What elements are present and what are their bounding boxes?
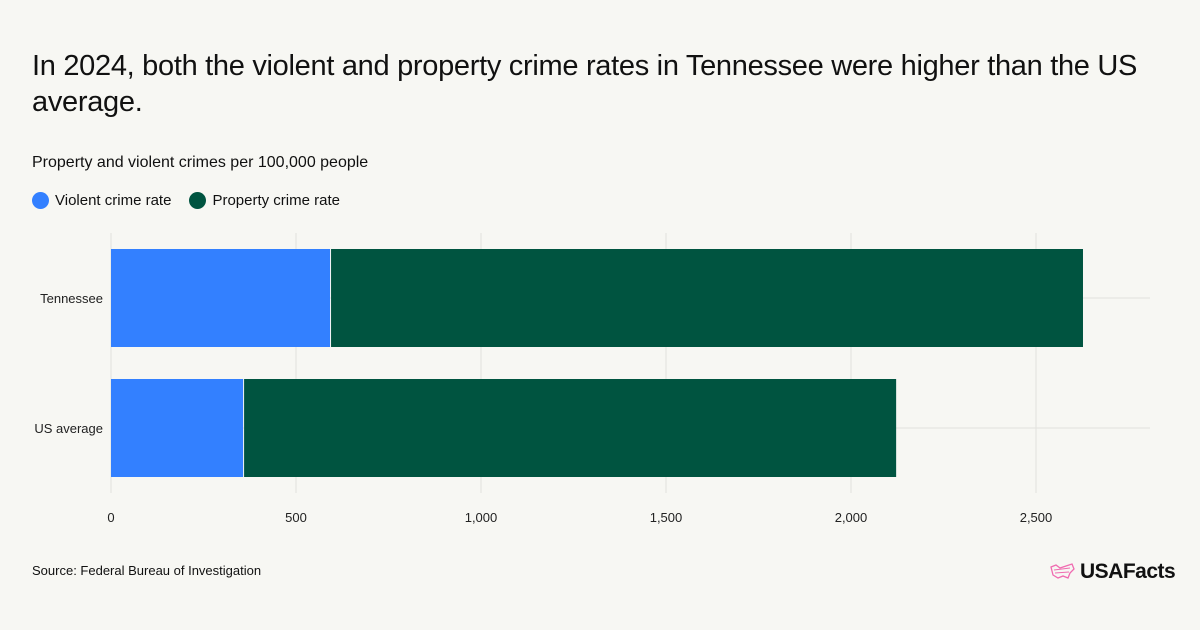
- us-map-icon: [1050, 563, 1075, 579]
- legend-label-property: Property crime rate: [212, 192, 340, 209]
- chart-subtitle: Property and violent crimes per 100,000 …: [32, 154, 369, 171]
- y-category-label: Tennessee: [40, 291, 103, 306]
- source-note: Source: Federal Bureau of Investigation: [32, 563, 262, 578]
- x-tick-label: 0: [107, 510, 114, 525]
- bar-property-1: [244, 379, 897, 477]
- legend-item-property: Property crime rate: [189, 192, 340, 209]
- legend-label-violent: Violent crime rate: [55, 192, 172, 209]
- bar-violent-1: [111, 379, 244, 477]
- legend: Violent crime rate Property crime rate: [32, 192, 340, 209]
- usafacts-logo: USAFacts: [1050, 560, 1176, 584]
- y-category-label: US average: [34, 421, 103, 436]
- logo-text: USAFacts: [1080, 560, 1176, 583]
- chart-title: In 2024, both the violent and property c…: [32, 50, 1138, 118]
- legend-swatch-property: [189, 192, 207, 209]
- legend-swatch-violent: [32, 192, 49, 209]
- x-tick-label: 2,000: [835, 510, 868, 525]
- x-tick-label: 1,500: [650, 510, 683, 525]
- x-tick-label: 2,500: [1020, 510, 1053, 525]
- x-tick-label: 1,000: [465, 510, 498, 525]
- x-tick-label: 500: [285, 510, 307, 525]
- bar-property-0: [331, 249, 1083, 347]
- legend-item-violent: Violent crime rate: [32, 192, 171, 209]
- bar-violent-0: [111, 249, 331, 347]
